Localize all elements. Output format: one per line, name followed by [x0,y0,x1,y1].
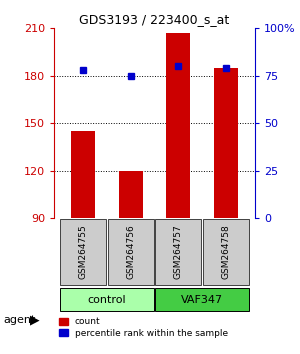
Text: VAF347: VAF347 [181,295,224,304]
Bar [118,171,142,218]
Bar [167,33,191,218]
FancyBboxPatch shape [155,219,201,285]
FancyBboxPatch shape [155,287,249,312]
FancyBboxPatch shape [108,219,154,285]
Legend: count, percentile rank within the sample: count, percentile rank within the sample [58,317,228,338]
FancyBboxPatch shape [203,219,249,285]
Bar [71,131,95,218]
FancyBboxPatch shape [60,287,154,312]
Text: agent: agent [3,315,35,325]
Text: GSM264755: GSM264755 [78,225,87,279]
FancyBboxPatch shape [60,219,106,285]
Text: GSM264758: GSM264758 [222,225,231,279]
Text: control: control [87,295,126,304]
Bar [214,68,238,218]
Text: GSM264756: GSM264756 [126,225,135,279]
Text: ▶: ▶ [30,314,40,327]
Text: GSM264757: GSM264757 [174,225,183,279]
Title: GDS3193 / 223400_s_at: GDS3193 / 223400_s_at [80,13,230,26]
